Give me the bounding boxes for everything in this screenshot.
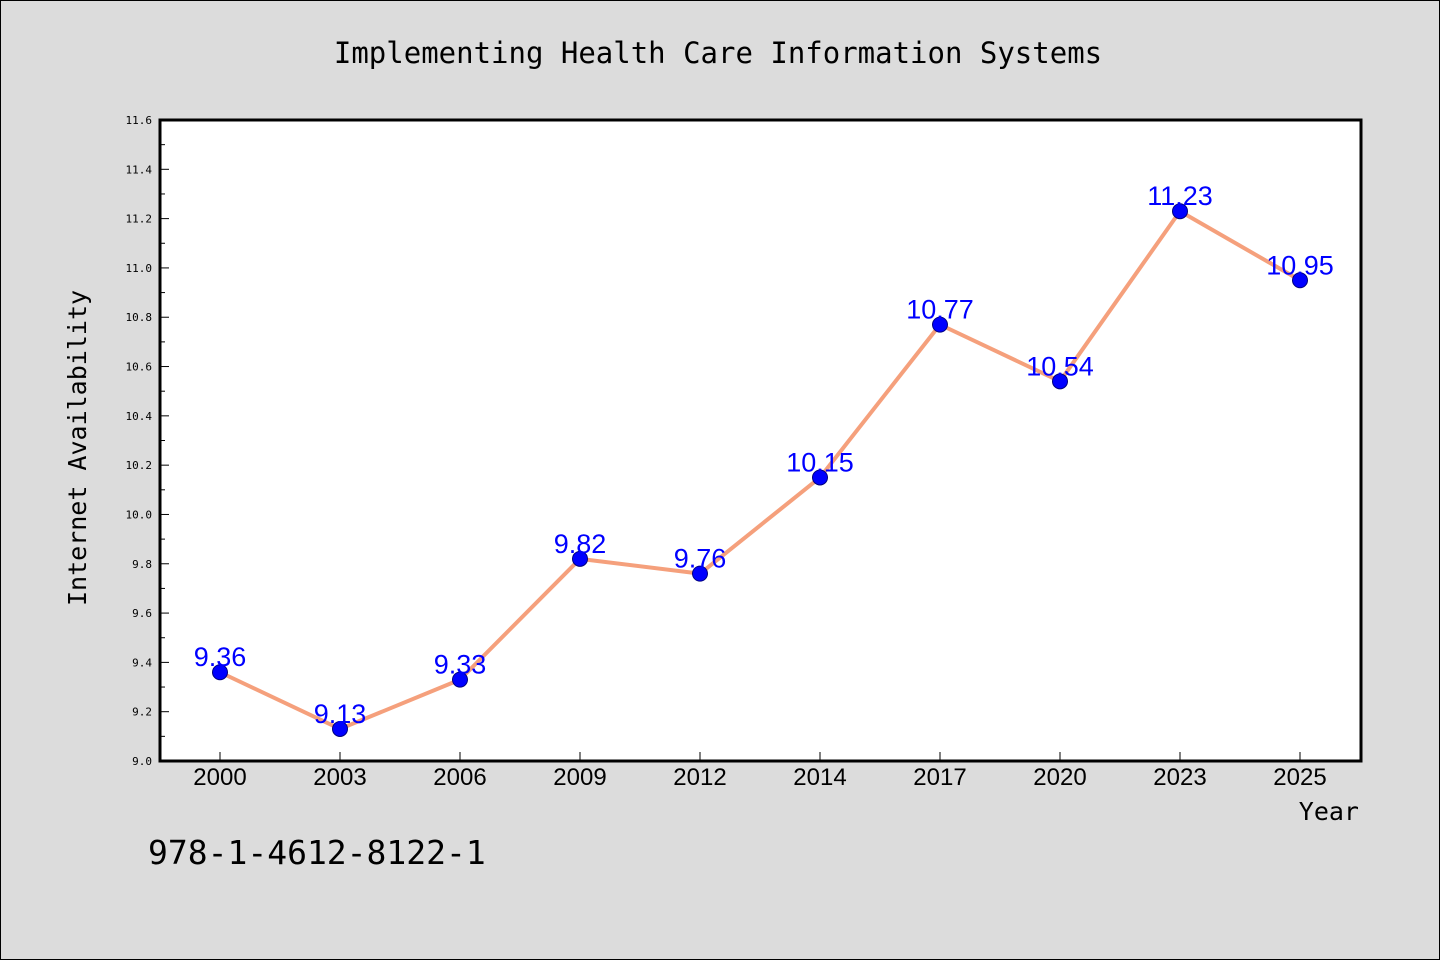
x-tick-label: 2006 [433, 764, 486, 791]
y-tick-label: 11.0 [126, 262, 153, 275]
y-tick-label: 11.6 [126, 114, 153, 127]
x-tick-label: 2025 [1273, 764, 1326, 791]
y-axis-label: Internet Availability [63, 290, 92, 606]
y-tick-label: 9.8 [132, 558, 152, 571]
data-labels: 9.36 9.13 9.33 9.82 9.76 10.15 10.77 10.54 11.23… [194, 181, 1334, 729]
data-label: 10.15 [786, 447, 854, 477]
y-tick-label: 9.0 [132, 755, 152, 768]
chart-title: Implementing Health Care Information Sys… [334, 36, 1102, 70]
y-tick-label: 10.2 [126, 459, 153, 472]
y-tick-label: 10.8 [126, 311, 153, 324]
data-point [1172, 203, 1188, 220]
data-label: 10.77 [906, 295, 974, 325]
x-tick-label: 2003 [313, 764, 366, 791]
data-point [452, 671, 468, 688]
y-tick-label: 10.4 [126, 410, 153, 423]
isbn-footer-text: 978-1-4612-8122-1 [148, 833, 486, 872]
data-point [572, 550, 588, 567]
x-axis-label: Year [1299, 797, 1359, 826]
data-point [932, 316, 948, 333]
x-tick-label: 2020 [1033, 764, 1086, 791]
x-tick-label: 2014 [793, 764, 846, 791]
data-label: 9.82 [554, 529, 607, 559]
data-point [692, 565, 708, 582]
x-tick-label: 2009 [553, 764, 606, 791]
data-label: 9.36 [194, 642, 247, 672]
series [212, 203, 1308, 737]
y-tick-label: 9.4 [132, 656, 152, 669]
data-label: 9.33 [434, 650, 487, 680]
y-tick-label: 9.2 [132, 706, 152, 719]
y-tick-label: 10.0 [126, 508, 153, 521]
y-tick-label: 10.6 [126, 361, 153, 374]
y-axis: 9.0 9.2 9.4 9.6 9.8 10.0 10.2 10.4 10.6 10.8 11.0 1… [126, 114, 169, 768]
data-point [812, 469, 828, 486]
data-point [332, 720, 348, 737]
y-tick-label: 9.6 [132, 607, 152, 620]
x-tick-label: 2017 [913, 764, 966, 791]
data-point [1052, 373, 1068, 390]
x-tick-label: 2023 [1153, 764, 1206, 791]
data-point [212, 664, 228, 681]
y-tick-label: 11.4 [126, 163, 153, 176]
data-point [1292, 272, 1308, 289]
y-tick-label: 11.2 [126, 213, 153, 226]
data-label: 9.76 [674, 544, 727, 574]
series-line [218, 209, 1302, 731]
data-label: 10.95 [1266, 250, 1334, 280]
x-axis: 2000 2003 2006 2009 2012 2014 2017 2020 2023 2025 [193, 752, 1327, 791]
data-label: 10.54 [1026, 351, 1094, 381]
x-tick-label: 2000 [193, 764, 246, 791]
plot-area [158, 118, 1363, 763]
data-label: 11.23 [1147, 181, 1213, 211]
data-label: 9.13 [314, 699, 367, 729]
x-tick-label: 2012 [673, 764, 726, 791]
